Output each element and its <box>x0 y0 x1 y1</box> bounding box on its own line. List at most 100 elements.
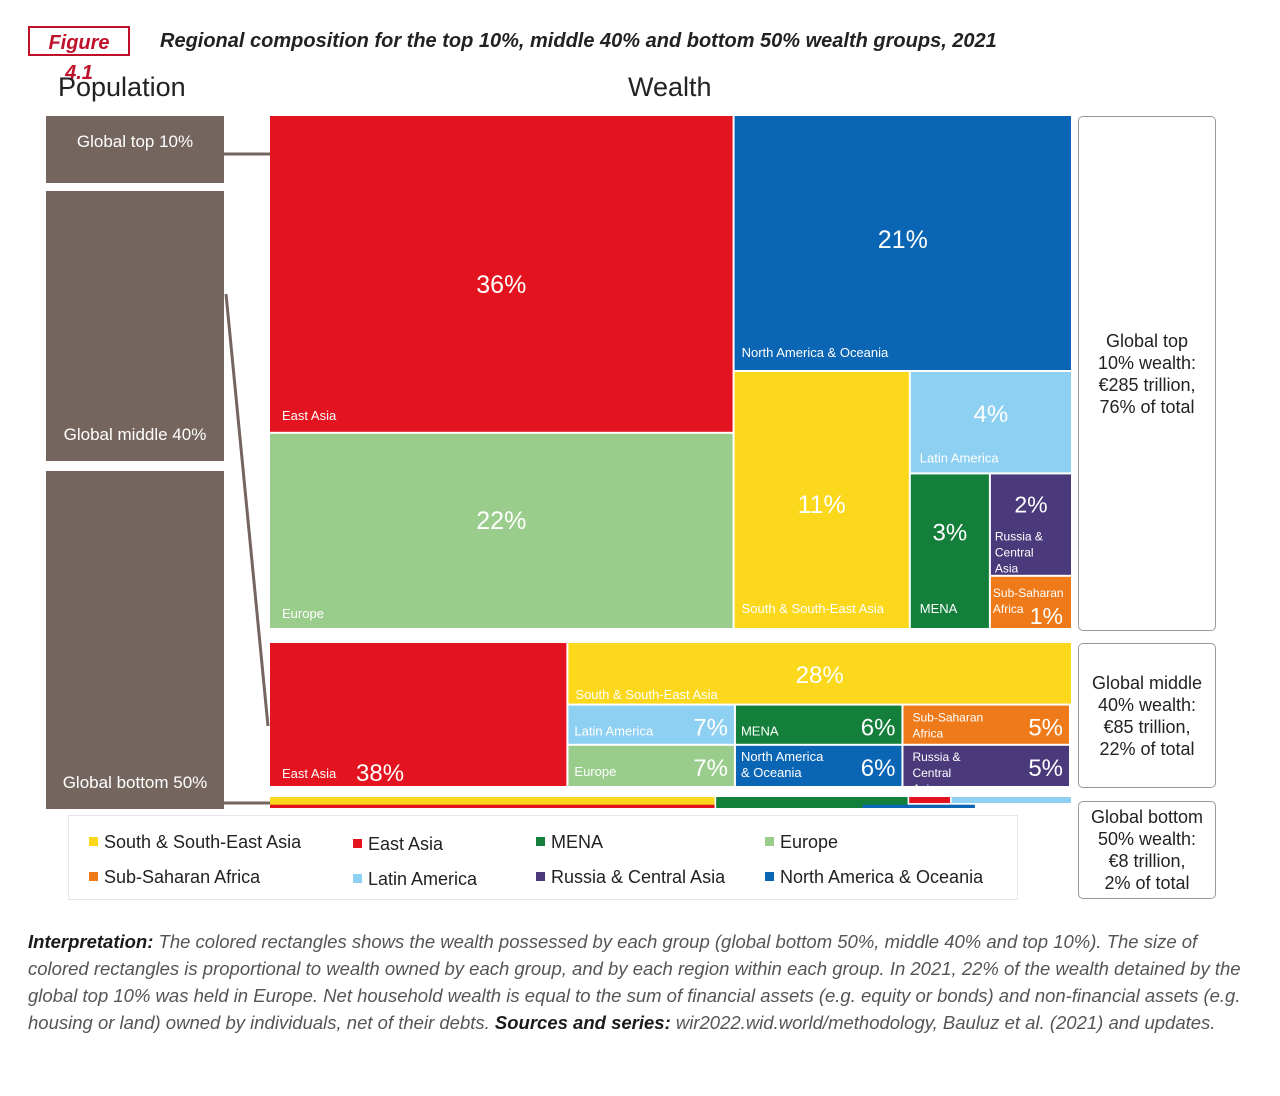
treemap-cell-top-na-oceania <box>734 116 1071 370</box>
figure-header: Figure 4.1 Regional composition for the … <box>28 26 1252 84</box>
region-label-top-russia-ca: Asia <box>995 561 1019 575</box>
treemap-cell-top-ssa <box>990 576 1071 628</box>
legend-swatch <box>765 836 774 846</box>
treemap-cell-middle-russia-ca <box>903 745 1069 786</box>
treemap-cell-bottom-na-oceania <box>862 804 975 808</box>
legend-swatch <box>353 873 362 883</box>
value-label-top-europe: 22% <box>476 507 526 535</box>
summary-middle-line: €85 trillion, <box>1103 716 1191 737</box>
region-label-middle-latin-america: Latin America <box>574 724 654 739</box>
interpretation-text: The colored rectangles shows the wealth … <box>28 931 1241 1033</box>
legend-item-latin-america: Latin America <box>353 869 477 890</box>
treemap-cell-middle-na-oceania <box>735 745 902 786</box>
treemap-cell-middle-ssa <box>903 705 1069 744</box>
treemap-cell-bottom-latin-america <box>951 797 1071 804</box>
legend-label: Europe <box>780 832 839 852</box>
legend-label: Russia & Central Asia <box>551 867 726 887</box>
legend-label: Sub-Saharan Africa <box>104 867 261 887</box>
summary-bottom-line: Global bottom <box>1090 807 1204 827</box>
value-label-middle-mena: 6% <box>861 715 896 742</box>
legend-label: South & South-East Asia <box>104 832 302 852</box>
legend-item-sub-saharan-africa: Sub-Saharan Africa <box>89 867 260 888</box>
treemap-cell-middle-mena <box>735 705 902 744</box>
summary-bottom-line: 2% of total <box>1104 873 1190 893</box>
summary-bottom-line: €8 trillion, <box>1108 851 1186 871</box>
region-label-top-russia-ca: Central <box>995 545 1034 559</box>
interpretation-label: Interpretation: <box>28 931 154 952</box>
legend-swatch <box>765 871 774 881</box>
region-label-middle-ssa: Sub-Saharan <box>912 711 983 725</box>
legend-item-russia-central-asia: Russia & Central Asia <box>536 867 725 888</box>
legend-item-mena: MENA <box>536 832 603 853</box>
value-label-middle-ssa: 5% <box>1028 715 1063 742</box>
wealth-heading: Wealth <box>628 72 712 102</box>
interpretation-note: Interpretation: The colored rectangles s… <box>28 928 1246 1036</box>
legend-swatch <box>353 838 362 848</box>
legend-swatch <box>536 871 545 881</box>
treemap-cell-middle-south-se-asia <box>568 643 1071 704</box>
value-label-middle-russia-ca: 5% <box>1028 755 1063 782</box>
value-label-middle-na-oceania: 6% <box>861 755 896 782</box>
legend-label: Latin America <box>368 869 478 889</box>
legend-item-south-se-asia: South & South-East Asia <box>89 832 301 853</box>
chart-legend: South & South-East Asia East Asia MENA E… <box>68 815 1018 900</box>
region-label-middle-na-oceania: North America <box>741 749 824 764</box>
legend-label: MENA <box>551 832 604 852</box>
treemap-cell-bottom-east-asia <box>909 797 951 804</box>
region-label-middle-russia-ca: Asia <box>912 782 936 796</box>
region-label-top-ssa: Africa <box>993 602 1024 616</box>
value-label-top-na-oceania: 21% <box>878 226 928 254</box>
value-label-top-mena: 3% <box>933 519 968 546</box>
region-label-middle-na-oceania: & Oceania <box>741 765 802 780</box>
region-label-top-europe: Europe <box>282 606 324 621</box>
summary-top-line: Global top <box>1105 330 1189 351</box>
region-label-middle-europe: Europe <box>574 764 616 779</box>
wealth-treemap: 36% East Asia 22% Europe 21% North America & … <box>224 116 1071 808</box>
region-label-middle-mena: MENA <box>741 724 779 739</box>
summary-bottom-50-wealth: Global bottom 50% wealth: €8 trillion, 2… <box>1078 801 1216 899</box>
summary-top-line: 76% of total <box>1099 396 1195 417</box>
legend-item-europe: Europe <box>765 832 838 853</box>
population-heading: Population <box>58 72 186 102</box>
legend-item-north-america-oceania: North America & Oceania <box>765 867 983 888</box>
population-bottom-50-box: Global bottom 50% <box>46 471 224 809</box>
region-label-top-na-oceania: North America & Oceania <box>742 345 889 360</box>
figure-label: Figure 4.1 <box>28 26 130 84</box>
region-label-top-ssa: Sub-Saharan <box>993 586 1064 600</box>
region-label-top-latin-america: Latin America <box>920 450 1000 465</box>
treemap-cell-middle-east-asia <box>270 643 567 786</box>
population-bottom-50-label: Global bottom 50% <box>62 773 208 792</box>
population-top-10-box: Global top 10% <box>46 116 224 183</box>
treemap-cell-top-europe <box>270 433 733 628</box>
treemap-cell-bottom-east-asia <box>270 804 715 808</box>
value-label-middle-latin-america: 7% <box>693 715 728 742</box>
legend-swatch <box>89 836 98 846</box>
value-label-top-ssa: 1% <box>1030 603 1063 629</box>
summary-middle-40-wealth: Global middle 40% wealth: €85 trillion, … <box>1078 643 1216 788</box>
population-middle-40-box: Global middle 40% <box>46 191 224 461</box>
legend-label: East Asia <box>368 834 444 854</box>
population-middle-40-label: Global middle 40% <box>63 425 207 444</box>
sources-label: Sources and series: <box>494 1012 671 1033</box>
legend-swatch <box>89 871 98 881</box>
summary-middle-line: 22% of total <box>1099 738 1195 759</box>
legend-swatch <box>536 836 545 846</box>
value-label-middle-europe: 7% <box>693 755 728 782</box>
value-label-top-east-asia: 36% <box>476 271 526 299</box>
region-label-middle-russia-ca: Russia & <box>912 750 960 764</box>
summary-top-line: 10% wealth: <box>1097 352 1197 373</box>
figure-title: Regional composition for the top 10%, mi… <box>160 30 997 52</box>
population-top-10-label: Global top 10% <box>76 132 194 151</box>
connector-middle-line <box>224 293 270 727</box>
treemap-cell-top-mena <box>910 474 989 628</box>
value-label-top-russia-ca: 2% <box>1014 492 1047 518</box>
region-label-top-south-se-asia: South & South-East Asia <box>742 601 885 616</box>
legend-item-east-asia: East Asia <box>353 834 443 855</box>
treemap-cell-bottom-mena <box>716 797 908 808</box>
summary-bottom-line: 50% wealth: <box>1097 829 1197 849</box>
region-label-middle-ssa: Africa <box>912 727 943 741</box>
treemap-cell-top-east-asia <box>270 116 733 432</box>
region-label-middle-south-se-asia: South & South-East Asia <box>575 687 718 702</box>
treemap-cell-middle-latin-america <box>568 705 734 744</box>
region-label-middle-russia-ca: Central <box>912 766 951 780</box>
